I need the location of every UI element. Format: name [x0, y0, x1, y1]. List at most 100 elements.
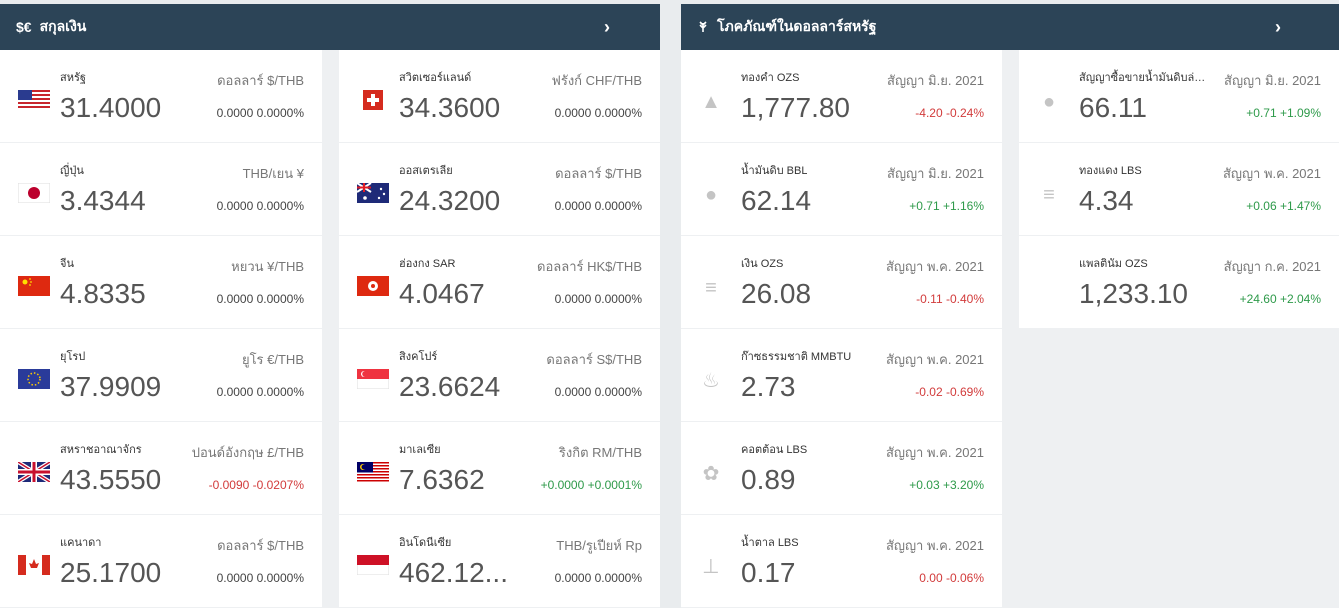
currency-rate: 34.3600: [399, 92, 501, 123]
currency-title: สกุลเงิน: [39, 18, 87, 34]
currency-card[interactable]: สิงคโปร์ 23.6624 ดอลลาร์ S$/THB 0.0000 0.00…: [339, 329, 660, 421]
commodity-price: 1,777.80: [741, 92, 850, 123]
currency-rate: 7.6362: [399, 464, 485, 495]
currency-rate: 3.4344: [60, 185, 146, 216]
currency-card[interactable]: จีน 4.8335 หยวน ¥/THB 0.0000 0.0000%: [0, 236, 322, 328]
currency-rate: 4.0467: [399, 278, 485, 309]
commodity-name: แพลตินัม OZS: [1079, 258, 1148, 270]
currency-rate: 4.8335: [60, 278, 146, 309]
commodity-name: สัญญาซื้อขายน้ำมันดิบล่วงหน้า: [1079, 72, 1209, 84]
commodity-card[interactable]: ● สัญญาซื้อขายน้ำมันดิบล่วงหน้า 66.11 สัญญา…: [1019, 50, 1339, 142]
currency-card[interactable]: แคนาดา 25.1700 ดอลลาร์ $/THB 0.0000 0.0000%: [0, 515, 322, 607]
jp-flag-icon: [18, 183, 50, 203]
currency-rate: 23.6624: [399, 371, 501, 402]
currency-rate: 37.9909: [60, 371, 162, 402]
uk-flag-icon: [18, 462, 50, 482]
commodity-change: -4.20 -0.24%: [915, 106, 984, 120]
currency-rate: 25.1700: [60, 557, 162, 588]
currency-pair: ดอลลาร์ $/THB: [217, 538, 304, 553]
currency-name: สหรัฐ: [60, 72, 86, 84]
commodity-grid: ▲ ทองคำ OZS 1,777.80 สัญญา มิ.ย. 2021 -4.20 …: [681, 50, 1339, 608]
currency-rate: 24.3200: [399, 185, 501, 216]
commodity-contract: สัญญา ก.ค. 2021: [1223, 259, 1321, 274]
currency-pair: ดอลลาร์ S$/THB: [546, 352, 642, 367]
currency-change: 0.0000 0.0000%: [554, 106, 642, 120]
commodity-panel: โภคภัณฑ์ในดอลลาร์สหรัฐ › ▲ ทองคำ OZS 1,777…: [681, 4, 1339, 608]
currency-change: 0.0000 0.0000%: [554, 199, 642, 213]
commodity-header[interactable]: โภคภัณฑ์ในดอลลาร์สหรัฐ ›: [681, 4, 1339, 50]
currency-card[interactable]: สวิตเซอร์แลนด์ 34.3600 ฟรังก์ CHF/THB 0.000…: [339, 50, 660, 142]
commodity-name: น้ำมันดิบ BBL: [741, 165, 808, 177]
commodity-change: +0.71 +1.09%: [1246, 106, 1321, 120]
commodity-price: 0.17: [741, 557, 796, 588]
commodity-card[interactable]: ⊥ น้ำตาล LBS 0.17 สัญญา พ.ค. 2021 0.00 -0.06…: [681, 515, 1002, 607]
currency-pair: ดอลลาร์ $/THB: [555, 166, 642, 181]
wheat-icon: [697, 19, 709, 36]
commodity-name: เงิน OZS: [741, 258, 784, 270]
currency-name: อินโดนีเซีย: [399, 537, 452, 549]
currency-card[interactable]: สหรัฐ 31.4000 ดอลลาร์ $/THB 0.0000 0.0000%: [0, 50, 322, 142]
currency-change: 0.0000 0.0000%: [554, 385, 642, 399]
currency-name: ออสเตรเลีย: [399, 165, 453, 177]
commodity-card[interactable]: ▲ ทองคำ OZS 1,777.80 สัญญา มิ.ย. 2021 -4.20 …: [681, 50, 1002, 142]
currency-card[interactable]: ยุโรป 37.9909 ยูโร €/THB 0.0000 0.0000%: [0, 329, 322, 421]
currency-change: 0.0000 0.0000%: [216, 292, 304, 306]
currency-header[interactable]: $€ สกุลเงิน ›: [0, 4, 660, 50]
commodity-card[interactable]: ✿ คอตต้อน LBS 0.89 สัญญา พ.ค. 2021 +0.03 +3.…: [681, 422, 1002, 514]
commodity-price: 66.11: [1079, 92, 1147, 123]
currency-pair: ฟรังก์ CHF/THB: [551, 73, 642, 88]
currency-change: 0.0000 0.0000%: [554, 571, 642, 585]
oil-drop-icon: ●: [704, 184, 718, 206]
currency-name: ยุโรป: [60, 351, 86, 363]
flame-icon: ♨: [702, 370, 720, 392]
currency-pair: ริงกิต RM/THB: [558, 445, 642, 460]
chevron-right-icon[interactable]: ›: [604, 16, 610, 37]
commodity-card[interactable]: ● น้ำมันดิบ BBL 62.14 สัญญา มิ.ย. 2021 +0.71…: [681, 143, 1002, 235]
commodity-contract: สัญญา มิ.ย. 2021: [887, 166, 984, 181]
currency-pair: THB/เยน ¥: [242, 166, 304, 181]
currency-icon: $€: [16, 19, 32, 35]
currency-pair: ปอนด์อังกฤษ £/THB: [191, 445, 304, 460]
currency-name: สิงคโปร์: [399, 351, 438, 363]
commodity-contract: สัญญา พ.ค. 2021: [885, 445, 984, 460]
id-flag-icon: [357, 555, 389, 575]
currency-change: 0.0000 0.0000%: [554, 292, 642, 306]
currency-card[interactable]: มาเลเซีย 7.6362 ริงกิต RM/THB +0.0000 +0.00…: [339, 422, 660, 514]
currency-name: แคนาดา: [60, 537, 102, 549]
commodity-change: -0.11 -0.40%: [916, 292, 984, 306]
currency-card[interactable]: สหราชอาณาจักร 43.5550 ปอนด์อังกฤษ £/THB -0.…: [0, 422, 322, 514]
commodity-card[interactable]: ≡ ทองแดง LBS 4.34 สัญญา พ.ค. 2021 +0.06 +1.4…: [1019, 143, 1339, 235]
currency-pair: ดอลลาร์ HK$/THB: [537, 259, 642, 274]
commodity-price: 4.34: [1079, 185, 1134, 216]
commodity-contract: สัญญา มิ.ย. 2021: [1224, 73, 1321, 88]
currency-pair: ดอลลาร์ $/THB: [217, 73, 304, 88]
commodity-card[interactable]: แพลตินัม OZS 1,233.10 สัญญา ก.ค. 2021 +24.6…: [1019, 236, 1339, 328]
au-flag-icon: [357, 183, 389, 203]
commodity-title: โภคภัณฑ์ในดอลลาร์สหรัฐ: [717, 18, 877, 34]
currency-card[interactable]: ญี่ปุ่น 3.4344 THB/เยน ¥ 0.0000 0.0000%: [0, 143, 322, 235]
commodity-price: 26.08: [741, 278, 812, 309]
hk-flag-icon: [357, 276, 389, 296]
coin-stack-icon: ≡: [705, 277, 717, 299]
commodity-name: คอตต้อน LBS: [741, 444, 808, 456]
currency-rate: 462.12...: [399, 557, 508, 588]
currency-change: 0.0000 0.0000%: [216, 106, 304, 120]
commodity-price: 62.14: [741, 185, 812, 216]
commodity-price: 1,233.10: [1079, 278, 1188, 309]
currency-name: สหราชอาณาจักร: [60, 444, 142, 456]
commodity-contract: สัญญา พ.ค. 2021: [885, 352, 984, 367]
oil-drop-icon: ●: [1042, 91, 1056, 113]
commodity-card[interactable]: ≡ เงิน OZS 26.08 สัญญา พ.ค. 2021 -0.11 -0.40…: [681, 236, 1002, 328]
currency-card[interactable]: อินโดนีเซีย 462.12... THB/รูเปียห์ Rp 0.000…: [339, 515, 660, 607]
commodity-card[interactable]: ♨ ก๊าซธรรมชาติ MMBTU 2.73 สัญญา พ.ค. 2021 -0…: [681, 329, 1002, 421]
gold-bars-icon: ▲: [701, 91, 721, 113]
currency-pair: ยูโร €/THB: [241, 352, 304, 367]
ca-flag-icon: [18, 555, 50, 575]
chevron-right-icon[interactable]: ›: [1275, 16, 1281, 37]
cotton-icon: ✿: [702, 463, 720, 485]
currency-grid: สหรัฐ 31.4000 ดอลลาร์ $/THB 0.0000 0.0000% ส…: [0, 50, 660, 608]
currency-card[interactable]: ออสเตรเลีย 24.3200 ดอลลาร์ $/THB 0.0000 0.0…: [339, 143, 660, 235]
currency-name: สวิตเซอร์แลนด์: [399, 72, 472, 84]
currency-card[interactable]: ฮ่องกง SAR 4.0467 ดอลลาร์ HK$/THB 0.0000 0.…: [339, 236, 660, 328]
commodity-change: +24.60 +2.04%: [1239, 292, 1321, 306]
